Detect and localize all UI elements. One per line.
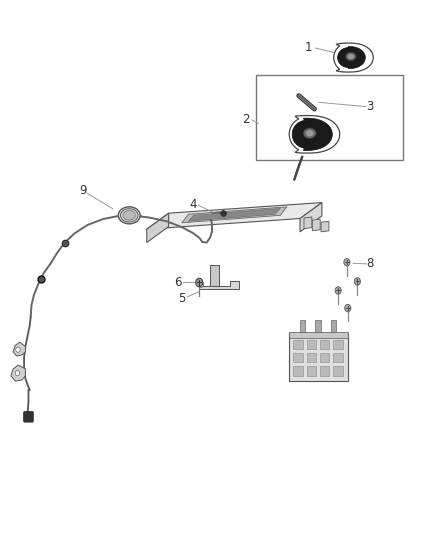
FancyBboxPatch shape bbox=[24, 411, 33, 422]
Text: 9: 9 bbox=[79, 184, 87, 197]
Polygon shape bbox=[13, 342, 25, 356]
Text: 4: 4 bbox=[189, 198, 197, 211]
Bar bbox=[289, 333, 348, 381]
Bar bbox=[333, 366, 343, 376]
Bar bbox=[293, 366, 303, 376]
Ellipse shape bbox=[306, 130, 314, 136]
Ellipse shape bbox=[335, 287, 341, 294]
Ellipse shape bbox=[354, 278, 360, 285]
Polygon shape bbox=[289, 116, 339, 153]
Ellipse shape bbox=[118, 207, 140, 224]
Bar bbox=[293, 353, 303, 362]
Ellipse shape bbox=[16, 347, 20, 352]
Polygon shape bbox=[11, 365, 25, 381]
Polygon shape bbox=[338, 46, 365, 69]
Ellipse shape bbox=[196, 278, 203, 287]
Ellipse shape bbox=[348, 54, 354, 59]
Polygon shape bbox=[304, 217, 312, 229]
Text: 1: 1 bbox=[305, 42, 313, 54]
Ellipse shape bbox=[120, 208, 138, 222]
Bar bbox=[320, 340, 329, 349]
Ellipse shape bbox=[303, 128, 316, 139]
Text: 5: 5 bbox=[178, 292, 185, 305]
Bar bbox=[289, 332, 348, 338]
Bar bbox=[307, 366, 316, 376]
Polygon shape bbox=[182, 207, 287, 223]
Bar bbox=[307, 353, 316, 362]
Bar bbox=[333, 353, 343, 362]
Text: 7: 7 bbox=[287, 361, 295, 374]
Text: 3: 3 bbox=[367, 100, 374, 113]
Polygon shape bbox=[210, 265, 219, 286]
Polygon shape bbox=[300, 203, 322, 232]
Bar bbox=[256, 75, 403, 160]
Polygon shape bbox=[188, 208, 280, 221]
Bar bbox=[315, 320, 321, 333]
Bar bbox=[333, 340, 343, 349]
Ellipse shape bbox=[199, 282, 204, 287]
Bar bbox=[293, 340, 303, 349]
Bar bbox=[320, 353, 329, 362]
Ellipse shape bbox=[344, 259, 350, 266]
Ellipse shape bbox=[15, 370, 20, 376]
Text: 6: 6 bbox=[173, 276, 181, 289]
Polygon shape bbox=[292, 118, 332, 150]
Polygon shape bbox=[147, 213, 169, 243]
Polygon shape bbox=[334, 43, 373, 72]
Bar bbox=[320, 366, 329, 376]
Polygon shape bbox=[147, 203, 322, 229]
Ellipse shape bbox=[123, 211, 135, 220]
Bar bbox=[307, 340, 316, 349]
Polygon shape bbox=[199, 281, 239, 289]
Ellipse shape bbox=[345, 304, 351, 312]
Bar bbox=[331, 320, 336, 333]
Bar bbox=[300, 320, 305, 333]
Polygon shape bbox=[321, 221, 329, 232]
Text: 2: 2 bbox=[242, 114, 250, 126]
Text: 8: 8 bbox=[367, 257, 374, 270]
Ellipse shape bbox=[346, 52, 356, 61]
Polygon shape bbox=[312, 219, 320, 231]
